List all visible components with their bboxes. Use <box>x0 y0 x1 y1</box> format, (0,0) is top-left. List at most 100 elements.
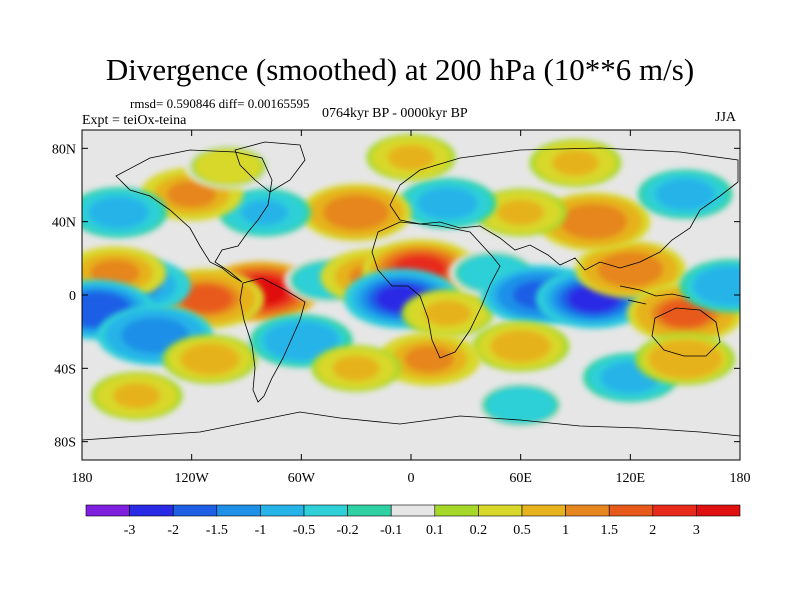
anomaly-12-ring-4 <box>423 300 472 327</box>
colorbar-label-5: -0.2 <box>337 523 359 538</box>
colorbar-swatch-6 <box>347 504 392 517</box>
anomaly-3-ring-4 <box>90 259 140 287</box>
colorbar-swatch-11 <box>565 504 610 517</box>
colorbar-swatch-4 <box>260 504 305 517</box>
anomaly-25-ring-4 <box>330 198 382 227</box>
colorbar-label-4: -0.5 <box>293 523 315 538</box>
y-axis: 80N 40N 0 40S 80S <box>52 142 740 451</box>
period-label: 0764kyr BP - 0000kyr BP <box>322 106 468 121</box>
coast-maritime-continent <box>619 285 691 305</box>
coastlines <box>82 141 740 441</box>
colorbar: -3 -2 -1.5 -1 -0.5 -0.2 -0.1 0.1 0.2 0.5 1 1.5 2 3 <box>85 504 741 538</box>
anomaly-19-ring-4 <box>496 333 545 360</box>
colorbar-label-0: -3 <box>124 523 136 538</box>
anomaly-7-ring-4 <box>276 327 327 355</box>
anomaly-28-ring-4 <box>94 199 143 226</box>
anomaly-29 <box>637 169 733 219</box>
anomaly-24 <box>398 178 497 229</box>
colorbar-swatch-7 <box>390 504 436 517</box>
anomaly-20 <box>377 332 481 386</box>
chart-title: Divergence (smoothed) at 200 hPa (10**6 … <box>105 52 695 87</box>
coast-antarctica <box>82 411 740 441</box>
anomaly-16-ring-4 <box>604 255 656 284</box>
y-tick-label-1: 40N <box>52 216 76 231</box>
anomaly-26 <box>218 188 311 237</box>
coast-greenland <box>234 141 306 193</box>
anomaly-18-ring-4 <box>706 272 740 300</box>
anomaly-18 <box>679 259 740 313</box>
x-tick-label-6: 180 <box>730 471 751 486</box>
y-tick-label-3: 40S <box>54 362 76 377</box>
anomaly-21 <box>311 345 401 392</box>
experiment-label: Expt = teiOx-teina <box>82 113 187 128</box>
anomaly-33 <box>90 371 183 420</box>
colorbar-swatch-0 <box>85 504 130 517</box>
x-tick-label-1: 120W <box>175 471 210 486</box>
colorbar-swatch-5 <box>303 504 348 517</box>
colorbar-label-7: 0.1 <box>426 523 444 538</box>
colorbar-label-9: 0.5 <box>513 523 531 538</box>
anomaly-27-ring-4 <box>167 180 217 208</box>
anomaly-20-ring-4 <box>404 345 454 373</box>
stats-line: rmsd= 0.590846 diff= 0.00165595 <box>130 96 310 111</box>
colorbar-swatch-8 <box>434 504 479 517</box>
anomaly-32-ring-4 <box>551 150 600 176</box>
anomaly-6-ring-4 <box>186 346 234 373</box>
y-tick-label-0: 80N <box>52 142 76 157</box>
anomaly-36-ring-4 <box>660 345 710 373</box>
colorbar-swatch-3 <box>216 504 261 517</box>
anomaly-30 <box>366 134 456 181</box>
x-axis: 180 120W 60W 0 60E 120E 180 <box>72 130 751 486</box>
coast-north-america <box>115 149 273 283</box>
y-tick-label-4: 80S <box>54 436 76 451</box>
anomaly-19 <box>472 321 570 372</box>
colorbar-swatch-2 <box>172 504 218 517</box>
colorbar-swatch-13 <box>652 504 697 517</box>
anomaly-31-ring-4 <box>205 154 252 180</box>
anomaly-22-ring-4 <box>568 207 620 236</box>
anomaly-35-ring-4 <box>497 392 544 418</box>
colorbar-swatch-1 <box>129 504 174 517</box>
anomaly-26-ring-4 <box>241 199 289 226</box>
colorbar-label-3: -1 <box>255 523 267 538</box>
colorbar-label-11: 1.5 <box>600 523 618 538</box>
coast-south-america <box>239 277 306 403</box>
anomaly-35 <box>476 381 566 429</box>
coast-eurasia <box>389 147 739 271</box>
anomaly-16 <box>575 240 686 298</box>
anomaly-5-ring-4 <box>129 321 182 350</box>
x-tick-label-2: 60W <box>288 471 316 486</box>
anomaly-36 <box>635 333 736 386</box>
anomaly-29-ring-4 <box>661 181 710 208</box>
anomaly-23 <box>474 188 567 237</box>
anomaly-25 <box>300 183 412 242</box>
anomaly-1-ring-4 <box>180 284 233 313</box>
anomaly-23-ring-4 <box>497 199 545 226</box>
anomaly-31 <box>184 144 272 190</box>
colorbar-swatch-12 <box>608 504 654 517</box>
x-tick-label-5: 120E <box>616 471 646 486</box>
anomaly-30-ring-4 <box>387 144 435 171</box>
anomaly-32 <box>529 139 622 187</box>
anomaly-6 <box>162 334 258 384</box>
anomaly-33-ring-4 <box>113 383 161 409</box>
colorbar-swatch-14 <box>696 504 741 517</box>
y-tick-label-2: 0 <box>69 289 76 304</box>
anomaly-field <box>82 134 740 429</box>
coast-australia <box>651 307 721 357</box>
x-tick-label-3: 0 <box>408 471 415 486</box>
colorbar-label-12: 2 <box>649 523 656 538</box>
anomaly-21-ring-4 <box>332 355 380 382</box>
x-tick-label-4: 60E <box>509 471 532 486</box>
anomaly-24-ring-4 <box>423 190 472 217</box>
season-label: JJA <box>715 110 737 125</box>
anomaly-22 <box>537 192 651 252</box>
colorbar-label-8: 0.2 <box>470 523 488 538</box>
colorbar-label-2: -1.5 <box>206 523 228 538</box>
colorbar-swatch-9 <box>478 504 523 517</box>
colorbar-label-10: 1 <box>562 523 569 538</box>
x-tick-label-0: 180 <box>72 471 93 486</box>
colorbar-label-1: -2 <box>167 523 179 538</box>
anomaly-28 <box>82 187 168 238</box>
